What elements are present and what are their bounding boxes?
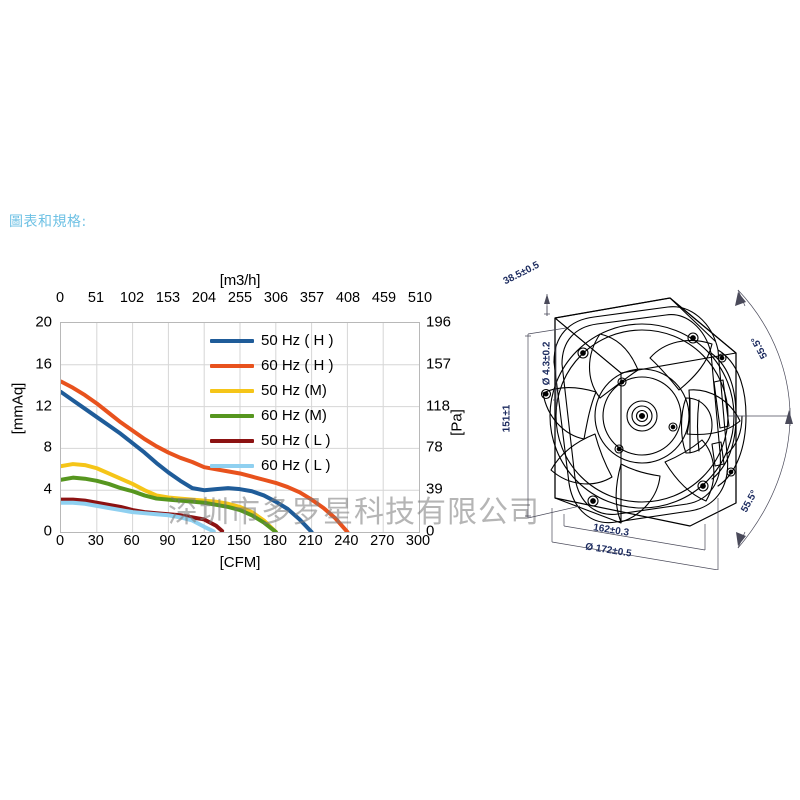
chart-series-line xyxy=(61,462,278,532)
top-axis-tick: 255 xyxy=(227,290,253,306)
bottom-axis-tick: 0 xyxy=(55,533,65,549)
legend-item-label: 60 Hz ( L ) xyxy=(261,457,331,474)
top-axis-tick: 306 xyxy=(263,290,289,306)
chart-series-line xyxy=(61,500,216,532)
chart-bottom-axis-unit: [CFM] xyxy=(219,554,261,571)
chart-right-axis-label: [Pa] xyxy=(448,409,466,436)
legend-item-label: 50 Hz ( H ) xyxy=(261,332,334,349)
legend-item-label: 60 Hz ( H ) xyxy=(261,357,334,374)
legend-item[interactable]: 60 Hz ( H ) xyxy=(210,353,375,378)
bottom-axis-tick: 240 xyxy=(334,533,359,549)
chart-right-axis-ticks: 0 39 78 118 157 196 xyxy=(424,314,474,540)
top-axis-tick: 153 xyxy=(155,290,181,306)
bottom-axis-tick: 60 xyxy=(123,533,140,549)
top-axis-tick: 459 xyxy=(371,290,397,306)
top-axis-tick: 408 xyxy=(335,290,361,306)
chart-left-axis-ticks: 0 4 8 12 16 20 xyxy=(0,314,56,540)
bottom-axis-tick: 90 xyxy=(159,533,176,549)
bottom-axis-tick: 180 xyxy=(262,533,287,549)
fan-technical-drawing: 38.5±0.5 151±1 Ø 4.3±0.2 162±0.3 Ø 172±0… xyxy=(490,258,800,571)
left-axis-tick: 0 xyxy=(43,522,52,540)
right-axis-tick: 118 xyxy=(426,397,450,415)
left-axis-tick: 8 xyxy=(43,438,52,456)
legend-color-swatch xyxy=(210,463,254,468)
fan-drawing-svg xyxy=(525,289,793,571)
legend-item[interactable]: 50 Hz ( L ) xyxy=(210,428,375,453)
dimension-height: 151±1 xyxy=(501,404,513,433)
bottom-axis-tick: 300 xyxy=(405,533,431,549)
left-axis-tick: 20 xyxy=(35,313,52,331)
bottom-axis-tick: 150 xyxy=(226,533,252,549)
legend-color-swatch xyxy=(210,388,254,393)
right-axis-tick: 78 xyxy=(426,438,443,456)
right-axis-tick: 157 xyxy=(426,355,452,373)
legend-item-label: 50 Hz (M) xyxy=(261,382,327,399)
bottom-axis-tick: 210 xyxy=(298,533,323,549)
left-axis-tick: 16 xyxy=(35,355,52,373)
chart-plot-area xyxy=(60,322,420,533)
chart-series-line xyxy=(61,379,350,532)
chart-left-axis-label: [mmAq] xyxy=(9,382,27,435)
top-axis-tick: 357 xyxy=(299,290,325,306)
legend-color-swatch xyxy=(210,413,254,418)
legend-item[interactable]: 60 Hz (M) xyxy=(210,403,375,428)
chart-bottom-axis-ticks: 0 30 60 90 120 150 180 210 240 270 300 xyxy=(56,533,430,549)
legend-item[interactable]: 60 Hz ( L ) xyxy=(210,453,375,478)
top-axis-tick: 204 xyxy=(191,290,217,306)
left-axis-tick: 4 xyxy=(43,480,52,498)
right-axis-tick: 39 xyxy=(426,480,443,498)
top-axis-tick: 102 xyxy=(119,290,145,306)
chart-legend: 50 Hz ( H ) 60 Hz ( H ) 50 Hz (M) 60 Hz (M)… xyxy=(210,328,375,478)
bottom-axis-tick: 30 xyxy=(87,533,104,549)
legend-color-swatch xyxy=(210,338,254,343)
bottom-axis-tick: 270 xyxy=(370,533,395,549)
legend-item-label: 50 Hz ( L ) xyxy=(261,432,331,449)
legend-item[interactable]: 50 Hz ( H ) xyxy=(210,328,375,353)
legend-item[interactable]: 50 Hz (M) xyxy=(210,378,375,403)
legend-color-swatch xyxy=(210,438,254,443)
chart-top-axis-unit: [m3/h] xyxy=(219,272,261,289)
chart-top-axis-ticks: 0 51 102 153 204 255 306 357 408 459 510 xyxy=(56,290,432,306)
top-axis-tick: 51 xyxy=(87,290,105,306)
top-axis-tick: 510 xyxy=(407,290,433,306)
right-axis-tick: 0 xyxy=(426,522,435,540)
chart-curves xyxy=(61,323,419,532)
dimension-hole-diameter: Ø 4.3±0.2 xyxy=(541,341,553,386)
legend-item-label: 60 Hz (M) xyxy=(261,407,327,424)
right-axis-tick: 196 xyxy=(426,313,452,331)
page-title: 圖表和規格: xyxy=(9,214,87,230)
legend-color-swatch xyxy=(210,363,254,368)
chart-series-line xyxy=(61,389,314,532)
top-axis-tick: 0 xyxy=(55,290,65,306)
left-axis-tick: 12 xyxy=(35,397,52,415)
chart-series-line xyxy=(61,475,278,532)
bottom-axis-tick: 120 xyxy=(191,533,216,549)
